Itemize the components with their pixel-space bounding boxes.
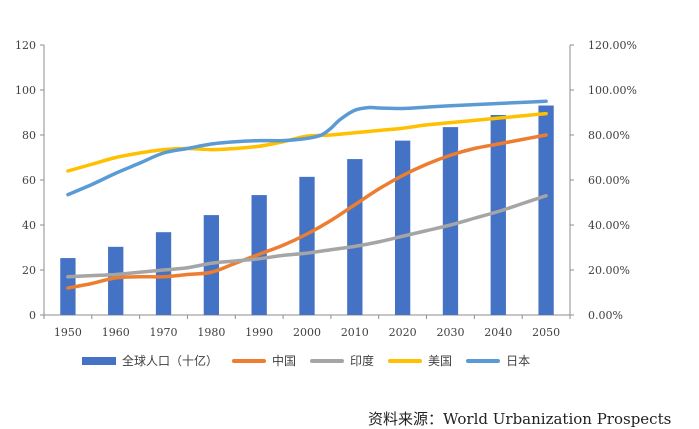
series-line-中国 [66,133,548,290]
bar [538,105,554,316]
x-tick-label: 1990 [245,326,273,339]
legend-swatch [466,358,501,363]
left-tick-label: 100 [15,84,36,97]
bar [203,215,220,315]
legend-item-japan: 日本 [466,352,530,369]
plot-area: 0204060801001200.00%20.00%40.00%60.00%80… [15,39,637,339]
legend-item-india: 印度 [310,352,374,369]
x-tick-label: 2030 [436,326,464,339]
x-tick-label: 1970 [150,326,178,339]
bar [394,140,411,315]
bar [299,176,315,315]
legend-item-china: 中国 [232,352,296,369]
right-tick-label: 40.00% [588,219,630,232]
legend-swatch [388,358,423,363]
x-tick-label: 1980 [197,326,225,339]
legend-swatch [232,358,267,363]
left-tick-label: 40 [22,219,36,232]
legend-label: 美国 [428,354,453,368]
legend: 全球人口（十亿） 中国 印度 美国 日本 [82,352,530,369]
series-line-印度 [66,194,548,279]
right-tick-label: 100.00% [588,84,637,97]
x-tick-label: 2040 [484,326,512,339]
x-tick-label: 2050 [532,326,560,339]
bar [155,232,172,315]
legend-item-usa: 美国 [388,352,452,369]
right-tick-label: 80.00% [588,129,630,142]
x-tick-label: 1950 [54,326,82,339]
legend-label: 全球人口（十亿） [122,354,219,368]
right-tick-label: 120.00% [588,39,637,52]
right-tick-label: 60.00% [588,174,630,187]
left-tick-label: 80 [22,129,36,142]
x-tick-label: 1960 [102,326,130,339]
left-tick-label: 20 [22,264,36,277]
x-tick-label: 2020 [389,326,417,339]
left-tick-label: 0 [29,309,36,322]
legend-label: 日本 [506,354,531,368]
legend-item-world-population: 全球人口（十亿） [82,352,218,369]
legend-label: 中国 [272,354,297,368]
right-tick-label: 0.00% [588,309,623,322]
bar [490,114,506,315]
bar [347,159,363,315]
right-tick-label: 20.00% [588,264,630,277]
legend-swatch [82,356,116,365]
bar [442,127,459,315]
left-tick-label: 60 [22,174,36,187]
left-tick-label: 120 [15,39,36,52]
series-line-日本 [66,99,548,197]
source-note: 资料来源：World Urbanization Prospects [368,410,672,428]
series-line-美国 [66,111,548,173]
bar [108,246,124,315]
legend-label: 印度 [350,354,375,368]
x-tick-label: 2010 [341,326,369,339]
legend-swatch [310,358,345,363]
x-tick-label: 2000 [293,326,321,339]
